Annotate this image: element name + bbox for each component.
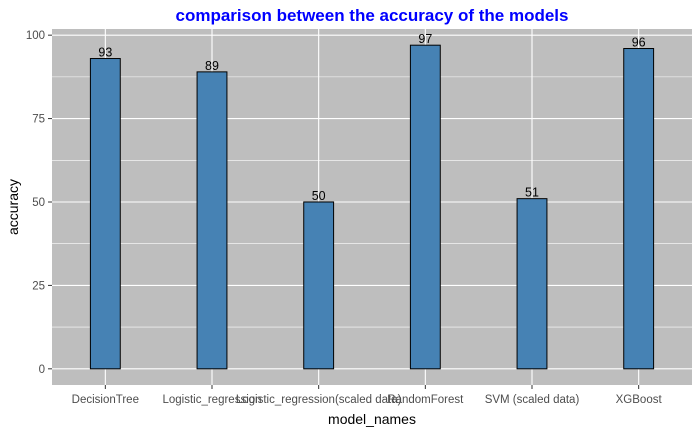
data-label: 97: [418, 32, 432, 46]
data-labels: 93 89 50 97 51 96: [98, 32, 645, 203]
y-axis-title: accuracy: [5, 179, 21, 235]
y-tick-label: 100: [26, 30, 45, 42]
x-tick-label: RandomForest: [387, 394, 464, 406]
y-tick-label: 50: [32, 197, 45, 209]
y-tick-label: 75: [32, 114, 45, 126]
x-tick-label: DecisionTree: [72, 394, 139, 406]
y-tick-label: 0: [39, 364, 45, 376]
data-label: 89: [205, 59, 219, 73]
x-tick-label: SVM (scaled data): [485, 394, 580, 406]
bars: [89, 44, 655, 370]
x-tick-label: Logistic_regression: [162, 394, 261, 406]
bar-logistic-regression: [196, 71, 228, 370]
x-tick-label: Logistic_regression(scaled data): [236, 394, 402, 406]
y-tick-label: 25: [32, 280, 45, 292]
x-axis: DecisionTree Logistic_regressionLogistic_…: [72, 385, 663, 406]
chart-title: comparison between the accuracy of the m…: [175, 6, 569, 25]
bar-svm-scaled-data-: [516, 198, 548, 370]
data-label: 93: [98, 46, 112, 60]
y-axis: 0 25 50 75 100: [26, 30, 52, 376]
plot-panel: [52, 29, 692, 385]
x-axis-title: model_names: [328, 411, 416, 427]
bar-logistic-regression-scaled-data-: [303, 201, 335, 370]
data-label: 50: [312, 189, 326, 203]
bar-decisiontree: [89, 58, 121, 370]
bar-randomforest: [409, 44, 441, 370]
bar-xgboost: [623, 48, 655, 370]
data-label: 51: [525, 186, 539, 200]
data-label: 96: [632, 36, 646, 50]
x-tick-label: XGBoost: [616, 394, 663, 406]
